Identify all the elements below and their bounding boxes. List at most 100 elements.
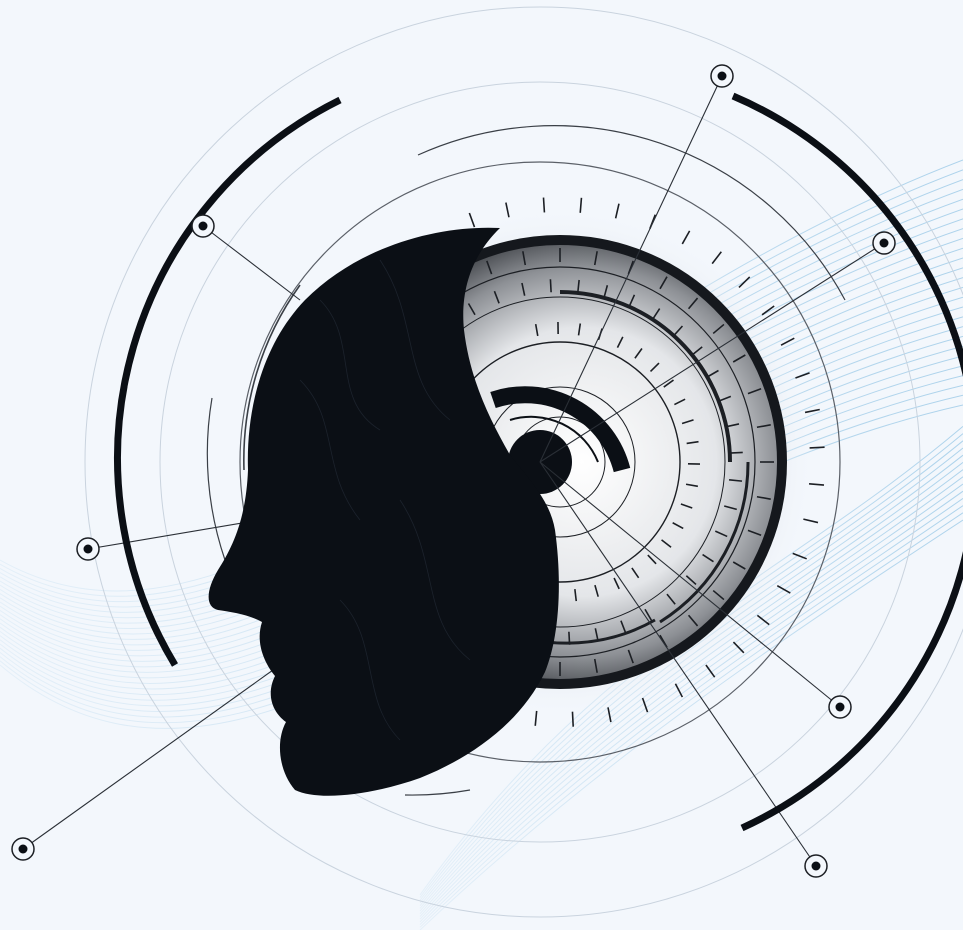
- circle-node-icon: [191, 214, 215, 238]
- tick-mark: [616, 336, 624, 348]
- nodes: [11, 64, 896, 878]
- wave-line: [419, 519, 963, 930]
- tick-marks: [346, 197, 825, 727]
- tick-mark: [651, 308, 661, 320]
- tick-mark: [685, 483, 699, 488]
- tick-mark: [804, 408, 820, 414]
- tick-mark: [756, 424, 771, 429]
- tick-mark: [726, 423, 740, 428]
- tick-mark: [808, 482, 825, 486]
- tick-mark: [603, 285, 609, 298]
- medium-rings: [206, 125, 846, 796]
- tick-mark: [620, 620, 627, 634]
- tick-mark: [711, 251, 722, 265]
- tick-mark: [576, 279, 580, 294]
- tick-mark: [686, 440, 699, 445]
- circle-node-icon: [76, 537, 100, 561]
- tick-mark: [644, 608, 653, 621]
- tick-mark: [574, 589, 578, 602]
- tick-mark: [674, 398, 686, 406]
- tick-mark: [718, 395, 732, 402]
- tick-mark: [493, 290, 500, 304]
- tick-mark: [534, 323, 539, 337]
- tick-mark: [505, 202, 510, 218]
- wave-line: [419, 505, 963, 925]
- tick-mark: [680, 503, 693, 509]
- tick-mark: [593, 658, 598, 673]
- tick-mark: [634, 348, 643, 359]
- wave-line: [419, 497, 963, 923]
- circle-node-icon: [804, 854, 828, 878]
- tick-mark: [732, 561, 746, 570]
- tick-mark: [549, 279, 552, 293]
- center-arcs: [490, 386, 631, 473]
- circle-node-icon: [11, 837, 35, 861]
- tick-mark: [809, 446, 825, 449]
- tick-mark: [792, 552, 807, 560]
- tick-mark: [467, 303, 476, 316]
- tick-mark: [577, 323, 582, 336]
- tick-mark: [613, 577, 620, 590]
- tick-mark: [738, 276, 751, 289]
- tick-mark: [681, 230, 691, 245]
- tick-mark: [631, 567, 640, 579]
- tick-mark: [728, 478, 743, 482]
- faint-rings: [84, 6, 963, 918]
- tick-mark: [666, 593, 676, 605]
- tick-mark: [468, 212, 476, 228]
- tick-mark: [542, 197, 546, 213]
- tick-mark: [761, 305, 775, 316]
- tick-mark: [714, 530, 728, 538]
- head-texture: [299, 259, 471, 741]
- circle-node-icon: [828, 695, 852, 719]
- tick-mark: [659, 276, 668, 290]
- tick-mark: [534, 710, 538, 726]
- tick-mark: [803, 518, 819, 524]
- tick-mark: [647, 554, 657, 565]
- tick-mark: [607, 707, 612, 723]
- tick-mark: [724, 505, 737, 511]
- tick-mark: [663, 379, 674, 388]
- ai-head-silhouette-icon: [208, 227, 559, 796]
- tick-mark: [568, 631, 571, 645]
- wave-line: [419, 512, 963, 928]
- connector-lines: [22, 75, 885, 867]
- tick-mark: [712, 589, 725, 601]
- tick-mark: [594, 628, 599, 642]
- tick-mark: [674, 683, 684, 698]
- tick-mark: [747, 388, 762, 395]
- tick-mark: [712, 323, 725, 335]
- tick-mark: [776, 584, 791, 594]
- circle-node-icon: [872, 231, 896, 255]
- tick-mark: [661, 539, 672, 548]
- tick-mark: [685, 575, 697, 586]
- tick-mark: [729, 451, 743, 454]
- tick-mark: [732, 354, 746, 363]
- tick-mark: [628, 294, 636, 308]
- tick-mark: [756, 614, 770, 626]
- tick-mark: [522, 251, 527, 266]
- tick-mark: [672, 522, 684, 530]
- tick-mark: [795, 372, 810, 379]
- circle-node-icon: [710, 64, 734, 88]
- outer-arcs: [114, 92, 963, 832]
- tick-mark: [614, 203, 620, 219]
- tick-mark: [593, 251, 598, 266]
- tick-mark: [521, 282, 526, 296]
- tick-mark: [706, 369, 719, 378]
- tick-mark: [732, 641, 745, 654]
- tick-mark: [756, 495, 771, 500]
- tick-mark: [702, 553, 714, 563]
- tick-mark: [687, 297, 699, 310]
- tick-mark: [594, 584, 599, 597]
- tick-mark: [627, 649, 634, 664]
- tick-mark: [673, 325, 684, 337]
- tick-mark: [691, 346, 703, 356]
- tick-mark: [747, 529, 762, 536]
- tick-mark: [649, 362, 660, 373]
- tick-mark: [780, 337, 795, 346]
- tick-mark: [687, 614, 699, 627]
- tick-mark: [705, 664, 716, 678]
- tick-mark: [641, 697, 649, 713]
